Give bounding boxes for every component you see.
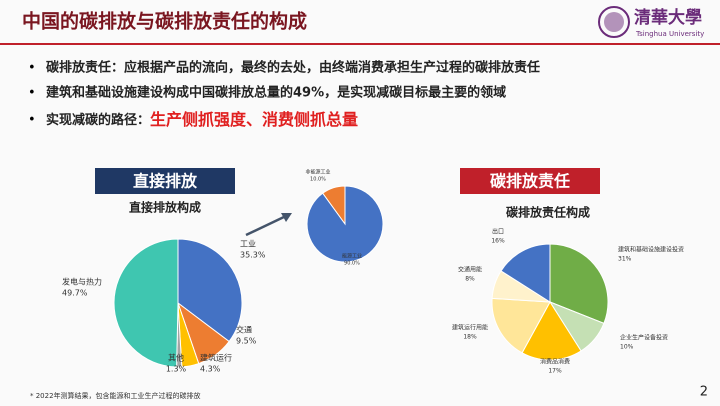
slice-label: 出口	[492, 228, 504, 236]
footnote: * 2022年测算结果，包含能源和工业生产过程的碳排放	[30, 391, 201, 400]
slice-label: 交通	[236, 325, 252, 335]
banner-text: 直接排放	[133, 172, 198, 191]
pie-slice	[549, 243, 609, 325]
bullet: 建筑和基础设施建设构成中国碳排放总量的49%，是实现减碳目标最主要的领域	[46, 85, 506, 101]
logo-seal	[598, 6, 630, 38]
slice-label: 建筑和基础设施建设投资	[618, 246, 684, 254]
logo-text: 清華大學	[634, 7, 702, 28]
bullet-dot: •	[28, 113, 36, 128]
pie-slice	[177, 238, 243, 343]
bullet: 实现减碳的路径：生产侧抓强度、消费侧抓总量	[46, 110, 358, 129]
slice-value: 4.3%	[200, 365, 221, 374]
logo-seal-inner	[604, 12, 624, 32]
bullet-dot: •	[28, 61, 36, 76]
slice-label: 能源工业	[342, 253, 362, 260]
chart-title: 碳排放责任构成	[506, 205, 590, 220]
slice-value: 16%	[491, 238, 505, 245]
bullet-text: 实现减碳的路径：	[46, 112, 150, 128]
slice-label: 建筑运行	[200, 353, 232, 363]
pie-slice	[500, 243, 551, 303]
slice-value: 8%	[465, 276, 475, 283]
slice-value: 10.0%	[310, 177, 326, 183]
slice-label: 工业	[240, 239, 256, 249]
slice-value: 35.3%	[240, 251, 266, 260]
slice-value: 9.5%	[236, 337, 257, 346]
pie-slice	[521, 301, 582, 361]
slice-label: 建筑运行用能	[452, 324, 488, 332]
slice-value: 17%	[548, 368, 562, 375]
banner-box	[460, 168, 600, 194]
slice-label: 非能源工业	[305, 169, 330, 176]
pie-slice	[113, 238, 179, 368]
arrow	[245, 214, 287, 237]
slide-title: 中国的碳排放与碳排放责任的构成	[22, 10, 307, 33]
bullet-highlight: 生产侧抓强度、消费侧抓总量	[150, 110, 358, 129]
pie-slice	[491, 297, 551, 354]
page-number: 2	[700, 385, 708, 400]
slice-label: 企业生产设备投资	[620, 334, 668, 342]
slice-value: 90.0%	[344, 261, 360, 267]
slice-value: 10%	[620, 344, 634, 351]
banner-text: 碳排放责任	[490, 172, 570, 191]
slice-value: 18%	[463, 334, 477, 341]
bullet-dot: •	[28, 86, 36, 101]
bullet: 碳排放责任：应根据产品的流向，最终的去处，由终端消费承担生产过程的碳排放责任	[46, 60, 540, 76]
banner-box	[95, 168, 235, 194]
slice-value: 31%	[618, 256, 632, 263]
pie-slice	[306, 185, 384, 263]
chart-title: 直接排放构成	[129, 200, 201, 215]
slice-label: 消费品消费	[540, 358, 570, 366]
slice-label: 发电与热力	[62, 277, 102, 287]
slice-value: 1.3%	[166, 365, 187, 374]
slice-value: 49.7%	[62, 289, 88, 298]
slice-label: 其他	[168, 353, 184, 363]
logo-subtext: Tsinghua University	[635, 30, 704, 38]
slice-label: 交通用能	[458, 266, 482, 274]
arrow-head	[281, 213, 292, 222]
